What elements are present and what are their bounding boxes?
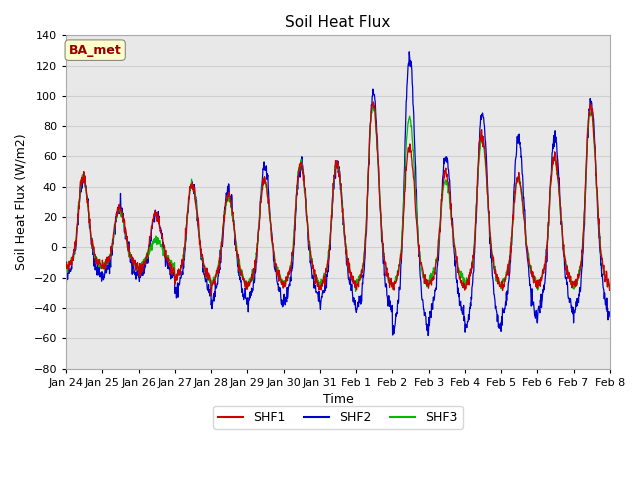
- Legend: SHF1, SHF2, SHF3: SHF1, SHF2, SHF3: [213, 406, 463, 429]
- SHF1: [494, 281, 502, 287]
- SHF3: [244, 281, 252, 287]
- Line: SHF3: SHF3: [66, 106, 610, 291]
- SHF2: [494, 314, 502, 320]
- SHF3: [542, 253, 550, 259]
- SHF1: [369, 99, 377, 105]
- Y-axis label: Soil Heat Flux (W/m2): Soil Heat Flux (W/m2): [15, 133, 28, 270]
- SHF1: [423, 283, 431, 288]
- SHF2: [62, 284, 70, 289]
- SHF2: [423, 321, 431, 327]
- Line: SHF2: SHF2: [66, 52, 610, 336]
- SHF1: [62, 259, 70, 265]
- SHF1: [606, 286, 614, 292]
- SHF3: [494, 279, 502, 285]
- SHF1: [244, 283, 252, 289]
- SHF2: [170, 272, 178, 277]
- SHF2: [405, 49, 413, 55]
- SHF1: [183, 213, 191, 219]
- SHF2: [606, 314, 614, 320]
- Line: SHF1: SHF1: [66, 102, 610, 296]
- SHF1: [542, 258, 550, 264]
- SHF2: [183, 215, 191, 221]
- SHF3: [183, 218, 191, 224]
- SHF3: [352, 288, 360, 294]
- SHF1: [207, 293, 215, 299]
- Title: Soil Heat Flux: Soil Heat Flux: [285, 15, 390, 30]
- SHF2: [424, 333, 432, 338]
- SHF3: [62, 259, 70, 265]
- Text: BA_met: BA_met: [69, 44, 122, 57]
- SHF2: [542, 263, 550, 268]
- SHF3: [170, 263, 178, 269]
- SHF3: [369, 103, 377, 108]
- X-axis label: Time: Time: [323, 393, 353, 406]
- SHF2: [244, 295, 252, 300]
- SHF1: [170, 267, 178, 273]
- SHF3: [423, 284, 431, 290]
- SHF3: [606, 281, 614, 287]
